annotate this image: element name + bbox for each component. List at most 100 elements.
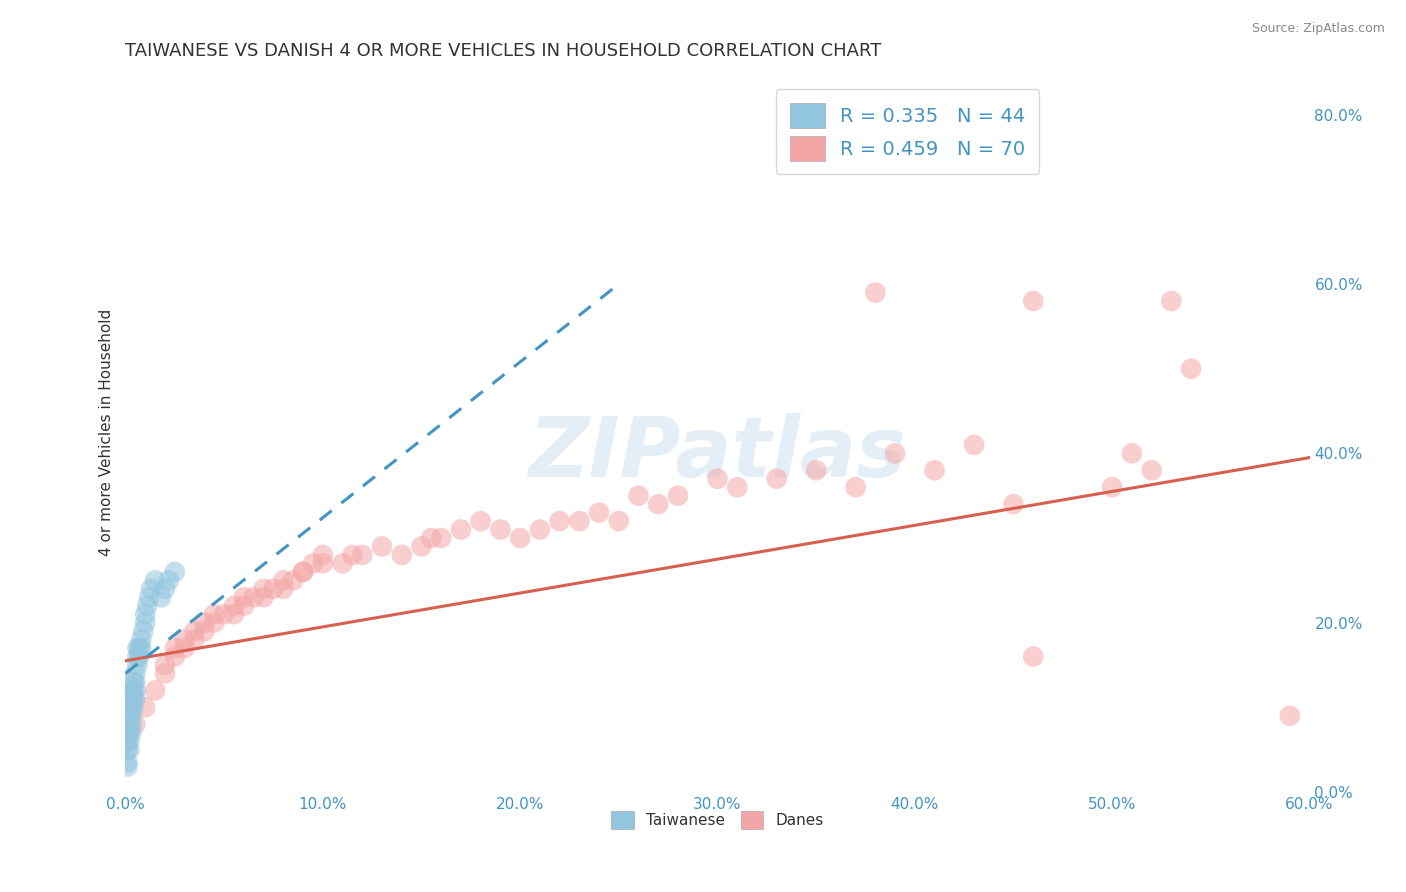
Point	[706, 472, 728, 486]
Point	[163, 565, 186, 579]
Y-axis label: 4 or more Vehicles in Household: 4 or more Vehicles in Household	[100, 309, 114, 556]
Text: ZIPatlas: ZIPatlas	[529, 413, 907, 494]
Point	[252, 582, 274, 596]
Point	[430, 531, 453, 545]
Point	[120, 717, 142, 731]
Legend: Taiwanese, Danes: Taiwanese, Danes	[605, 805, 830, 835]
Point	[292, 565, 315, 579]
Point	[122, 700, 145, 714]
Point	[212, 607, 235, 622]
Point	[118, 691, 141, 706]
Point	[302, 557, 325, 571]
Point	[804, 463, 827, 477]
Point	[489, 523, 512, 537]
Point	[647, 497, 669, 511]
Point	[183, 632, 205, 647]
Point	[118, 742, 141, 756]
Point	[725, 480, 748, 494]
Point	[193, 624, 215, 639]
Point	[292, 565, 315, 579]
Point	[120, 691, 142, 706]
Point	[588, 506, 610, 520]
Point	[312, 548, 335, 562]
Point	[150, 591, 173, 605]
Point	[263, 582, 285, 596]
Point	[963, 438, 986, 452]
Point	[342, 548, 364, 562]
Point	[332, 557, 354, 571]
Point	[124, 674, 146, 689]
Point	[124, 683, 146, 698]
Point	[924, 463, 946, 477]
Point	[666, 489, 689, 503]
Point	[242, 591, 264, 605]
Point	[127, 649, 149, 664]
Point	[124, 717, 146, 731]
Point	[391, 548, 413, 562]
Point	[143, 574, 166, 588]
Point	[139, 582, 162, 596]
Point	[118, 717, 141, 731]
Point	[117, 725, 139, 739]
Point	[118, 708, 141, 723]
Point	[202, 615, 225, 630]
Point	[232, 591, 254, 605]
Point	[222, 607, 245, 622]
Point	[120, 708, 142, 723]
Point	[173, 641, 195, 656]
Point	[118, 725, 141, 739]
Point	[118, 700, 141, 714]
Point	[143, 683, 166, 698]
Point	[163, 641, 186, 656]
Point	[568, 514, 591, 528]
Point	[193, 615, 215, 630]
Point	[1002, 497, 1025, 511]
Point	[122, 691, 145, 706]
Point	[136, 599, 159, 613]
Point	[128, 649, 150, 664]
Point	[765, 472, 787, 486]
Point	[420, 531, 443, 545]
Point	[117, 734, 139, 748]
Point	[1101, 480, 1123, 494]
Point	[1121, 446, 1143, 460]
Point	[153, 582, 176, 596]
Point	[122, 674, 145, 689]
Point	[183, 624, 205, 639]
Point	[1160, 293, 1182, 308]
Point	[129, 632, 152, 647]
Point	[1022, 293, 1045, 308]
Point	[117, 742, 139, 756]
Point	[118, 734, 141, 748]
Point	[470, 514, 492, 528]
Point	[153, 657, 176, 672]
Point	[122, 683, 145, 698]
Point	[129, 641, 152, 656]
Point	[1180, 361, 1202, 376]
Point	[509, 531, 531, 545]
Point	[312, 557, 335, 571]
Point	[127, 657, 149, 672]
Point	[352, 548, 374, 562]
Point	[117, 756, 139, 770]
Point	[273, 574, 295, 588]
Text: Source: ZipAtlas.com: Source: ZipAtlas.com	[1251, 22, 1385, 36]
Point	[138, 591, 160, 605]
Point	[134, 615, 156, 630]
Point	[132, 624, 155, 639]
Point	[1278, 708, 1301, 723]
Point	[120, 700, 142, 714]
Point	[411, 540, 433, 554]
Point	[120, 683, 142, 698]
Point	[845, 480, 868, 494]
Point	[134, 700, 156, 714]
Text: TAIWANESE VS DANISH 4 OR MORE VEHICLES IN HOUSEHOLD CORRELATION CHART: TAIWANESE VS DANISH 4 OR MORE VEHICLES I…	[125, 42, 882, 60]
Point	[548, 514, 571, 528]
Point	[273, 582, 295, 596]
Point	[607, 514, 630, 528]
Point	[1140, 463, 1163, 477]
Point	[252, 591, 274, 605]
Point	[222, 599, 245, 613]
Point	[202, 607, 225, 622]
Point	[153, 666, 176, 681]
